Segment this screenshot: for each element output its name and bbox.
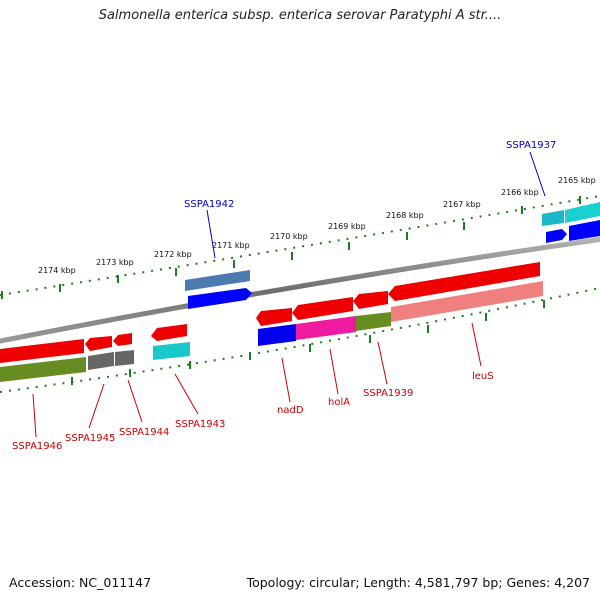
length-label: Length: [363,575,411,590]
feature-SSPA1944-outer[interactable] [115,350,134,366]
label-leaders [32,151,546,438]
forward-features [185,202,600,309]
accession-info: Accession: NC_011147 [9,575,151,590]
feature-SSPA1937[interactable] [546,229,567,243]
label-SSPA1939[interactable]: SSPA1939 [363,388,413,399]
length-value: 4,581,797 bp [414,575,499,590]
feature-SSPA1946-outer[interactable] [0,357,86,382]
topology-label: Topology: [246,575,306,590]
genome-stats: Topology: circular; Length: 4,581,797 bp… [246,575,590,590]
scale-label-2165: 2165 kbp [558,176,596,185]
scale-label-2171: 2171 kbp [212,241,250,250]
label-holA[interactable]: holA [328,397,350,408]
label-SSPA1944[interactable]: SSPA1944 [119,427,169,438]
scale-label-2167: 2167 kbp [443,200,481,209]
inner-ticks [71,300,545,385]
accession-value: NC_011147 [79,575,152,590]
feature-SSPA1939[interactable] [353,291,388,309]
scale-label-2174: 2174 kbp [38,266,76,275]
label-SSPA1945[interactable]: SSPA1945 [65,433,115,444]
feature-holA-outer[interactable] [296,316,356,340]
feature-SSPA1946[interactable] [0,339,84,363]
feature-SSPA1942[interactable] [188,288,252,309]
label-SSPA1937[interactable]: SSPA1937 [506,140,556,151]
scale-label-2168: 2168 kbp [386,211,424,220]
scale-label-2166: 2166 kbp [501,188,539,197]
feature-leuS-outer[interactable] [391,281,543,322]
label-SSPA1942[interactable]: SSPA1942 [184,199,234,210]
feature-SSPA1943[interactable] [151,324,187,341]
feature-SSPA1937-outer[interactable] [542,210,564,226]
feature-SSPA1943-outer[interactable] [153,342,190,360]
feature-SSPA1944[interactable] [113,333,132,346]
feature-SSPA1945-outer[interactable] [88,352,114,370]
topology-value: circular [309,575,356,590]
map-title: Salmonella enterica subsp. enterica sero… [98,8,502,23]
feature-SSPA1937-outer-b[interactable] [565,202,600,223]
scale-label-2172: 2172 kbp [154,250,192,259]
feature-leuS[interactable] [388,262,540,301]
major-ticks [1,196,581,299]
feature-SSPA1942-outer[interactable] [185,270,250,291]
feature-nadD-outer[interactable] [258,324,296,346]
scale-label-2169: 2169 kbp [328,222,366,231]
scale-label-2173: 2173 kbp [96,258,134,267]
scale-label-2170: 2170 kbp [270,232,308,241]
inner-scale-line [0,287,600,393]
reverse-features [0,262,543,382]
genes-value: 4,207 [554,575,590,590]
genes-label: Genes: [506,575,551,590]
accession-label: Accession: [9,575,76,590]
label-SSPA1943[interactable]: SSPA1943 [175,419,225,430]
feature-SSPA1939-outer[interactable] [356,312,391,331]
feature-SSPA1945[interactable] [85,336,112,351]
feature-SSPA1937-b[interactable] [569,220,600,241]
outer-scale-line [0,195,600,296]
feature-nadD[interactable] [256,308,292,326]
label-nadD[interactable]: nadD [277,405,304,416]
genome-backbone [0,236,600,344]
label-SSPA1946[interactable]: SSPA1946 [12,441,62,452]
label-leuS[interactable]: leuS [472,371,494,382]
feature-holA[interactable] [292,297,353,320]
